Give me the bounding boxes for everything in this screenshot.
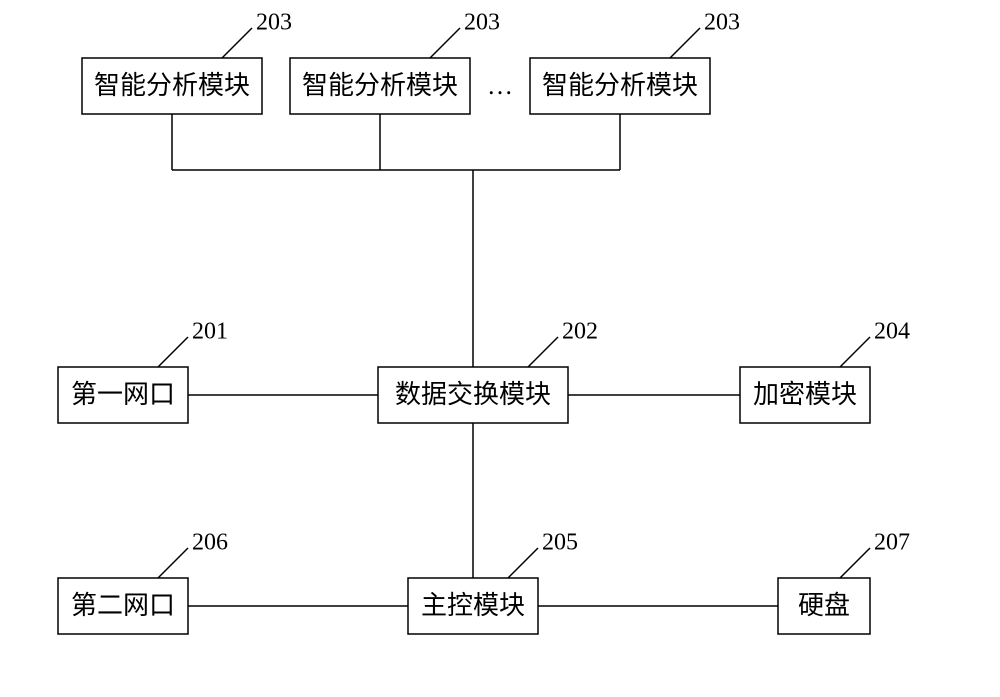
- edges-layer: [172, 114, 778, 606]
- leader-line-master: [508, 548, 538, 578]
- leader-line-analysis1: [222, 28, 252, 58]
- leader-number-analysis1: 203: [256, 10, 292, 36]
- node-port2: 第二网口: [58, 578, 188, 634]
- leader-line-exchange: [528, 337, 558, 367]
- node-disk: 硬盘: [778, 578, 870, 634]
- leader-number-exchange: 202: [562, 319, 598, 345]
- leader-number-disk: 207: [874, 530, 910, 556]
- leader-number-analysis3: 203: [704, 10, 740, 36]
- node-master: 主控模块: [408, 578, 538, 634]
- leader-line-encrypt: [840, 337, 870, 367]
- node-exchange: 数据交换模块: [378, 367, 568, 423]
- leader-line-port2: [158, 548, 188, 578]
- leader-line-port1: [158, 337, 188, 367]
- leader-number-analysis2: 203: [464, 10, 500, 36]
- ellipsis: …: [487, 71, 513, 100]
- leader-line-analysis3: [670, 28, 700, 58]
- node-analysis2: 智能分析模块: [290, 58, 470, 114]
- leader-number-port1: 201: [192, 319, 228, 345]
- leader-number-encrypt: 204: [874, 319, 910, 345]
- node-label-encrypt: 加密模块: [753, 380, 857, 409]
- node-label-port1: 第一网口: [71, 380, 175, 409]
- node-analysis1: 智能分析模块: [82, 58, 262, 114]
- leader-line-analysis2: [430, 28, 460, 58]
- node-label-analysis1: 智能分析模块: [94, 71, 250, 100]
- node-label-analysis3: 智能分析模块: [542, 71, 698, 100]
- node-label-disk: 硬盘: [798, 591, 850, 620]
- node-label-port2: 第二网口: [71, 591, 175, 620]
- leader-line-disk: [840, 548, 870, 578]
- block-diagram: 智能分析模块 智能分析模块 智能分析模块第一网口 数据交换模块 加密模块第二网口 主控模块…: [0, 0, 1000, 697]
- node-label-analysis2: 智能分析模块: [302, 71, 458, 100]
- node-label-master: 主控模块: [421, 591, 525, 620]
- node-label-exchange: 数据交换模块: [395, 380, 551, 409]
- leader-number-port2: 206: [192, 530, 228, 556]
- leader-number-master: 205: [542, 530, 578, 556]
- node-analysis3: 智能分析模块: [530, 58, 710, 114]
- node-encrypt: 加密模块: [740, 367, 870, 423]
- node-port1: 第一网口: [58, 367, 188, 423]
